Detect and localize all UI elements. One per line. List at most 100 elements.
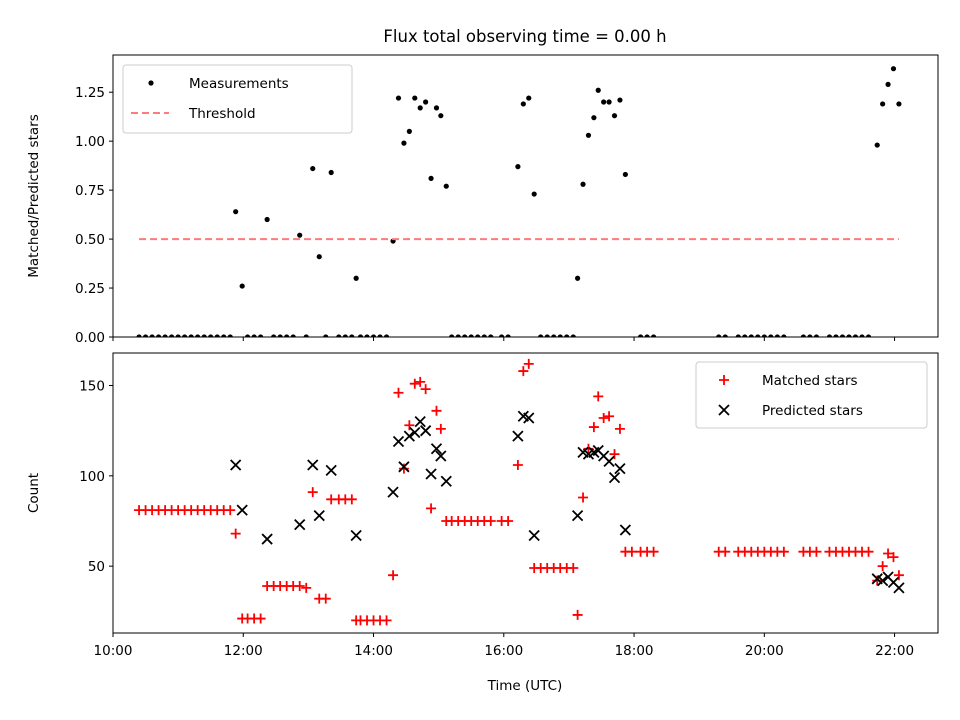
matched-star-point xyxy=(883,548,894,559)
predicted-star-point xyxy=(409,426,421,439)
measurement-point xyxy=(370,334,377,337)
predicted-star-point xyxy=(392,435,405,448)
matched-star-point xyxy=(578,492,589,503)
measurement-point xyxy=(839,334,846,337)
matched-star-point xyxy=(230,528,241,539)
measurement-point xyxy=(214,334,220,337)
measurement-point xyxy=(277,334,283,337)
matched-star-point xyxy=(404,420,415,431)
predicted-star-point xyxy=(435,450,447,462)
matched-star-point xyxy=(435,423,446,434)
measurement-point xyxy=(462,334,468,337)
predicted-star-point xyxy=(325,464,337,477)
predicted-star-point xyxy=(430,443,443,455)
measurement-point xyxy=(428,175,434,181)
x-tick-label: 16:00 xyxy=(484,643,523,659)
legend-matched-swatch xyxy=(719,375,729,385)
measurement-point xyxy=(774,334,780,337)
measurement-point xyxy=(637,334,644,337)
legend: Measurements Threshold xyxy=(122,64,353,134)
matched-star-point xyxy=(811,546,822,557)
measurement-point xyxy=(310,165,316,172)
measurement-point xyxy=(188,334,194,337)
predicted-star-point xyxy=(877,574,889,587)
measurement-point xyxy=(383,334,390,337)
measurement-point xyxy=(290,334,296,337)
legend-label: Matched stars xyxy=(762,373,858,389)
matched-star-point xyxy=(877,561,888,572)
measurement-point xyxy=(896,101,902,107)
legend-label: Measurements xyxy=(189,76,289,92)
measurement-point xyxy=(617,97,623,103)
measurement-point xyxy=(755,334,761,337)
measurement-point xyxy=(865,334,872,337)
matched-star-point xyxy=(888,552,899,563)
y-tick-label: 0.75 xyxy=(75,183,105,199)
measurement-point xyxy=(595,87,601,93)
measurement-point xyxy=(570,334,576,337)
legend-box xyxy=(122,64,353,134)
measurement-point xyxy=(890,66,897,72)
matched-star-point xyxy=(648,546,659,557)
measurement-point xyxy=(417,105,423,111)
measurement-point xyxy=(449,334,455,337)
matched-star-point xyxy=(381,615,392,626)
predicted-star-point xyxy=(398,461,410,473)
measurement-point xyxy=(520,101,526,107)
predicted-star-point xyxy=(528,529,540,542)
predicted-star-point xyxy=(419,425,432,437)
matched-star-point xyxy=(255,613,266,624)
x-tick-label: 22:00 xyxy=(875,643,914,659)
measurement-point xyxy=(526,95,532,101)
top-y-axis-label: Matched/Predicted stars xyxy=(26,114,42,277)
matched-star-point xyxy=(523,358,534,369)
measurement-point xyxy=(284,334,290,337)
measurement-point xyxy=(475,334,481,337)
predicted-star-point xyxy=(414,416,426,428)
matched-star-point xyxy=(420,384,431,395)
y-tick-label: 100 xyxy=(79,469,105,485)
y-tick-label: 1.00 xyxy=(75,134,105,150)
measurement-point xyxy=(455,334,461,337)
measurement-point xyxy=(748,334,754,337)
measurement-point xyxy=(488,334,494,337)
measurement-point xyxy=(303,334,309,337)
measurement-point xyxy=(438,113,444,119)
predicted-star-point xyxy=(614,462,626,475)
y-tick-label: 1.25 xyxy=(75,85,105,101)
predicted-star-point xyxy=(313,509,325,522)
measurement-point xyxy=(761,334,767,337)
matched-star-point xyxy=(320,593,331,604)
matched-star-point xyxy=(568,562,579,573)
y-tick-label: 50 xyxy=(88,559,105,575)
predicted-star-point xyxy=(571,509,584,522)
plot-area xyxy=(136,66,902,337)
measurement-point xyxy=(499,334,505,337)
measurement-point xyxy=(564,334,570,337)
measurement-point xyxy=(544,334,550,337)
plot-area xyxy=(134,358,905,626)
measurement-point xyxy=(585,132,592,138)
matched-star-point xyxy=(593,391,604,402)
measurement-point xyxy=(136,334,142,337)
measurement-point xyxy=(328,169,334,176)
predicted-star-point xyxy=(893,582,905,594)
measurement-point xyxy=(735,334,741,337)
legend: Matched stars Predicted stars xyxy=(695,361,928,429)
top-plot: 0.00 0.25 0.50 0.75 1.00 1.25 Measurements Thre… xyxy=(75,54,939,346)
predicted-star-point xyxy=(387,486,399,498)
measurement-point xyxy=(606,99,612,105)
measurement-point xyxy=(885,81,891,87)
measurement-point xyxy=(195,334,201,337)
measurement-point xyxy=(221,334,227,337)
measurement-point xyxy=(233,209,239,215)
measurement-point xyxy=(401,140,407,146)
predicted-star-point xyxy=(603,455,615,468)
predicted-star-point xyxy=(512,430,524,442)
measurement-point xyxy=(323,334,329,337)
measurement-point xyxy=(149,334,155,337)
predicted-star-point xyxy=(523,412,535,424)
matched-star-point xyxy=(503,516,514,526)
measurement-point xyxy=(781,334,787,337)
